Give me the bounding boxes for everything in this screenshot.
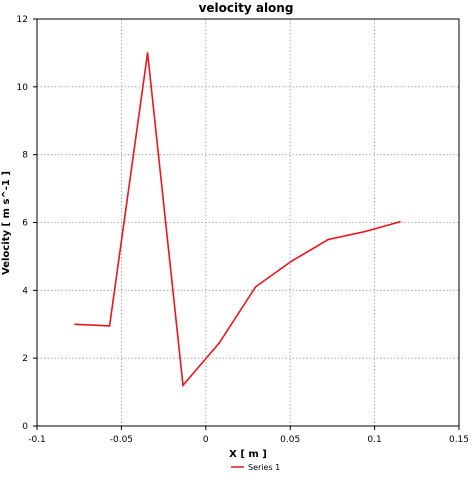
y-tick-label: 6: [22, 219, 28, 229]
legend: Series 1: [231, 463, 280, 472]
data-point: [74, 323, 76, 326]
grid: [37, 19, 459, 426]
data-point: [363, 230, 366, 233]
data-point: [146, 52, 149, 54]
data-point: [108, 325, 111, 327]
x-tick-label: 0.05: [280, 435, 300, 445]
axis-ticks: -0.1 -0.05 0 0.05 0.1 0.15 0 2 4 6 8 10 12: [17, 15, 469, 445]
series-layer: [74, 52, 401, 388]
x-tick-label: -0.05: [110, 435, 133, 445]
data-point: [399, 221, 401, 223]
x-axis-label: X [ m ]: [229, 449, 267, 460]
y-tick-label: 8: [22, 151, 28, 161]
y-tick-label: 12: [17, 15, 28, 25]
data-point: [290, 260, 292, 263]
data-point: [182, 384, 184, 387]
x-tick-label: 0: [203, 435, 209, 445]
y-tick-label: 2: [22, 354, 28, 364]
y-tick-label: 0: [22, 422, 28, 432]
data-point: [254, 286, 257, 288]
y-tick-label: 10: [17, 83, 29, 93]
series-line-1: [74, 52, 401, 388]
data-point: [218, 342, 221, 344]
x-tick-label: -0.1: [28, 435, 46, 445]
legend-label-series-1: Series 1: [248, 463, 280, 472]
y-axis-label: Velocity [ m s^-1 ]: [1, 171, 12, 275]
data-point: [327, 238, 329, 241]
x-tick-label: 0.1: [367, 435, 381, 445]
y-tick-label: 4: [22, 286, 28, 296]
chart-title: velocity along: [199, 1, 294, 15]
x-tick-label: 0.15: [449, 435, 469, 445]
